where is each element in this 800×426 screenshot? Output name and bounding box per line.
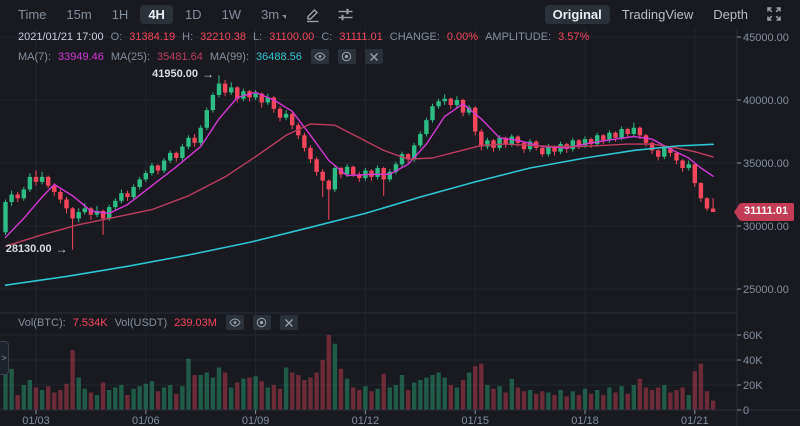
- annotation-high: 41950.00 →: [152, 67, 214, 81]
- vol-visibility-button[interactable]: [225, 315, 244, 330]
- interval-3m-label: 3m: [261, 6, 280, 22]
- svg-text:01/03: 01/03: [22, 415, 50, 426]
- svg-text:45000.00: 45000.00: [743, 32, 789, 44]
- ma7-value: 33949.46: [58, 50, 104, 63]
- low-label: L:: [253, 31, 263, 43]
- chart-view-tabs: Original TradingView Depth: [544, 4, 788, 24]
- svg-text:01/18: 01/18: [571, 415, 599, 426]
- chart-toolbar: Time 15m 1H 4H 1D 1W 3m: [0, 0, 800, 28]
- svg-text:30000.00: 30000.00: [743, 221, 789, 233]
- vol-btc-label: Vol(BTC):: [18, 316, 66, 329]
- eye-icon: [314, 52, 326, 61]
- close-label: C:: [321, 31, 333, 43]
- interval-15m-button[interactable]: 15m: [58, 5, 99, 24]
- target-icon: [256, 317, 267, 328]
- vol-usdt-label: Vol(USDT): [114, 316, 168, 329]
- svg-text:0: 0: [743, 405, 749, 417]
- dropdown-caret-icon: [282, 14, 287, 19]
- target-icon: [341, 51, 352, 62]
- fullscreen-button[interactable]: [760, 4, 788, 24]
- high-label: H:: [182, 31, 194, 43]
- ohlc-readout: 2021/01/21 17:00 O: 31384.19 H: 32210.38 L…: [18, 31, 589, 43]
- amplitude-value: 3.57%: [558, 31, 590, 43]
- annotation-high-label: 41950.00: [152, 68, 198, 81]
- svg-text:40000.00: 40000.00: [743, 95, 789, 107]
- svg-text:20K: 20K: [743, 380, 763, 392]
- ma-close-button[interactable]: [364, 49, 383, 64]
- ma-readout: MA(7): 33949.46 MA(25): 35481.64 MA(99): 36…: [18, 49, 383, 64]
- ma7-label: MA(7):: [18, 50, 51, 63]
- svg-text:40K: 40K: [743, 355, 763, 367]
- vol-settings-button[interactable]: [252, 315, 271, 330]
- interval-time-button[interactable]: Time: [10, 5, 54, 24]
- chart-area: 45000.00 40000.00 35000.00 30000.00 25000.00…: [0, 28, 800, 426]
- tab-original[interactable]: Original: [544, 4, 610, 24]
- ma-visibility-button[interactable]: [310, 49, 329, 64]
- open-label: O:: [110, 31, 123, 43]
- svg-text:01/21: 01/21: [681, 415, 709, 426]
- vol-close-button[interactable]: [279, 315, 298, 330]
- arrow-right-icon: →: [55, 241, 68, 256]
- ma25-label: MA(25):: [110, 50, 151, 63]
- candle-datetime: 2021/01/21 17:00: [18, 31, 104, 43]
- open-value: 31384.19: [129, 31, 176, 43]
- svg-text:35000.00: 35000.00: [743, 158, 789, 170]
- interval-1w-button[interactable]: 1W: [214, 5, 250, 24]
- ma25-value: 35481.64: [157, 50, 203, 63]
- last-price-tag: 31111.01: [740, 203, 795, 222]
- ma-lines-layer: [4, 91, 714, 287]
- volume-layer: [3, 335, 716, 410]
- interval-1h-button[interactable]: 1H: [104, 5, 137, 24]
- close-icon: [284, 318, 294, 328]
- interval-4h-button[interactable]: 4H: [140, 4, 173, 24]
- tab-tradingview[interactable]: TradingView: [614, 5, 702, 24]
- svg-text:01/09: 01/09: [242, 415, 270, 426]
- ma-settings-button[interactable]: [337, 49, 356, 64]
- vol-btc-value: 7.534K: [72, 316, 108, 329]
- draw-tool-button[interactable]: [298, 4, 327, 25]
- high-value: 32210.38: [200, 31, 247, 43]
- svg-text:01/12: 01/12: [352, 415, 380, 426]
- ma99-value: 36488.56: [256, 50, 302, 63]
- annotation-low: 28130.00 →: [6, 242, 68, 256]
- low-value: 31100.00: [269, 31, 315, 43]
- svg-text:01/06: 01/06: [132, 415, 160, 426]
- axis-layer: 45000.00 40000.00 35000.00 30000.00 25000.00…: [0, 28, 800, 426]
- svg-text:25000.00: 25000.00: [743, 284, 789, 296]
- panel-toggle-button[interactable]: >: [0, 341, 9, 375]
- eye-icon: [229, 318, 241, 327]
- expand-icon: [766, 6, 782, 22]
- interval-1d-button[interactable]: 1D: [177, 5, 210, 24]
- amplitude-label: AMPLITUDE:: [485, 31, 552, 43]
- close-icon: [369, 52, 379, 62]
- vol-usdt-value: 239.03M: [174, 316, 217, 329]
- interval-selector: Time 15m 1H 4H 1D 1W 3m: [10, 4, 360, 25]
- arrow-right-icon: →: [202, 67, 214, 82]
- price-chart-canvas[interactable]: 45000.00 40000.00 35000.00 30000.00 25000.00…: [0, 28, 800, 426]
- annotation-low-label: 28130.00: [5, 242, 52, 255]
- ma99-label: MA(99):: [209, 50, 250, 63]
- tab-depth[interactable]: Depth: [705, 5, 756, 24]
- svg-text:01/15: 01/15: [461, 415, 489, 426]
- change-label: CHANGE:: [389, 31, 440, 43]
- change-value: 0.00%: [446, 31, 479, 43]
- grid-layer: [0, 28, 737, 410]
- interval-3m-dropdown[interactable]: 3m: [253, 5, 294, 24]
- indicator-settings-button[interactable]: [331, 4, 360, 25]
- candles-layer: [3, 75, 716, 250]
- sliders-icon: [337, 6, 354, 23]
- volume-readout: Vol(BTC): 7.534K Vol(USDT) 239.03M: [18, 315, 298, 330]
- pencil-icon: [304, 6, 321, 23]
- last-price-value: 31111.01: [744, 205, 789, 217]
- close-value: 31111.01: [339, 31, 383, 43]
- chevron-right-icon: >: [1, 353, 7, 363]
- svg-text:60K: 60K: [743, 330, 763, 342]
